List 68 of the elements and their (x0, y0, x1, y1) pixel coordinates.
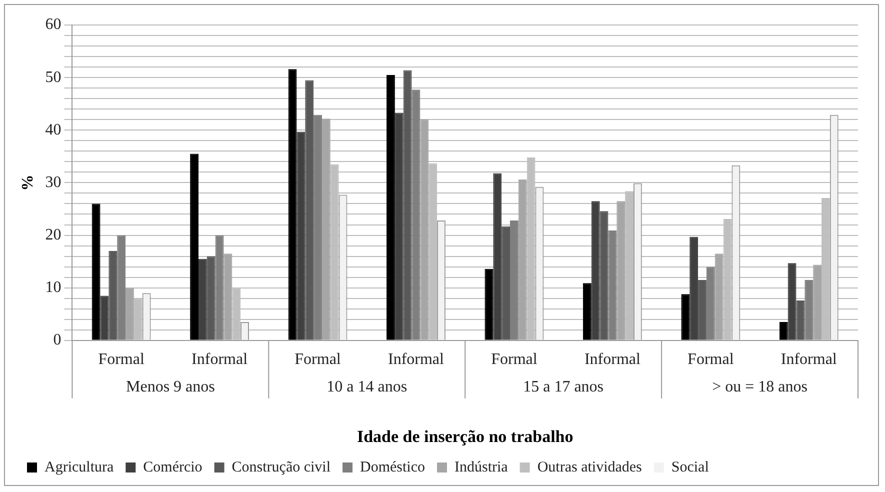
y-tick-label: 50 (45, 68, 62, 86)
x-tick-label: Informal (192, 351, 248, 368)
bar (126, 288, 134, 340)
x-tick-label: Formal (688, 351, 734, 368)
text: 10 a 14 anos (326, 378, 408, 396)
y-tick-label: 20 (45, 226, 62, 244)
bar (386, 74, 395, 340)
legend-label: Indústria (454, 459, 508, 476)
x-tick-label: Informal (780, 351, 838, 368)
bar (314, 114, 322, 340)
bar (322, 118, 330, 340)
legend-label: Social (671, 459, 709, 476)
legend-label: Doméstico (360, 459, 426, 476)
legend-label: Comércio (143, 459, 202, 476)
bar (412, 90, 420, 340)
bar (215, 235, 224, 340)
x-tick-label: Informal (388, 351, 445, 368)
bar (190, 154, 198, 340)
bar (206, 256, 216, 340)
bar (706, 266, 715, 340)
y-tick-label: 0 (53, 332, 62, 349)
legend-label: Outras atividades (537, 459, 642, 476)
bar (788, 263, 796, 340)
bar (690, 236, 698, 340)
bar (582, 283, 592, 340)
y-tick-label: 60 (45, 16, 62, 34)
bar (698, 280, 706, 340)
x-tick-label: Formal (294, 351, 342, 368)
bar (198, 258, 207, 340)
bar (804, 280, 814, 340)
bar (420, 119, 429, 340)
bar (493, 173, 502, 340)
bar (305, 80, 314, 340)
bar (608, 230, 617, 340)
x-tick-label: Formal (491, 351, 538, 368)
text: 15 a 17 anos (523, 378, 604, 396)
bar (714, 254, 724, 340)
bar (92, 204, 100, 340)
bar (779, 322, 788, 340)
bar (510, 220, 518, 340)
bar (224, 254, 232, 340)
bar (796, 300, 805, 340)
bar (296, 132, 306, 340)
bar (484, 268, 494, 340)
text: Menos 9 anos (126, 378, 215, 396)
bar (403, 70, 412, 340)
bar (394, 112, 404, 340)
bar (117, 235, 126, 340)
bar (100, 296, 109, 340)
bar (681, 294, 690, 340)
x-tick-label: Informal (584, 351, 641, 368)
y-axis-title: % (20, 174, 37, 191)
x-tick-label: Formal (98, 351, 145, 368)
x-axis-title: Idade de inserção no trabalho (356, 427, 574, 446)
bar (518, 180, 527, 340)
bar (600, 211, 608, 340)
legend-label: Agricultura (44, 459, 114, 476)
text: > ou = 18 anos (712, 378, 808, 396)
bar (108, 251, 118, 340)
bar (591, 201, 600, 340)
legend-label: Construção civil (232, 459, 331, 476)
bar (288, 69, 297, 340)
bar (813, 264, 822, 340)
bar (502, 226, 510, 340)
bar (616, 201, 626, 340)
y-tick-label: 10 (45, 279, 62, 296)
y-tick-label: 40 (45, 121, 62, 138)
y-tick-label: 30 (45, 174, 62, 191)
